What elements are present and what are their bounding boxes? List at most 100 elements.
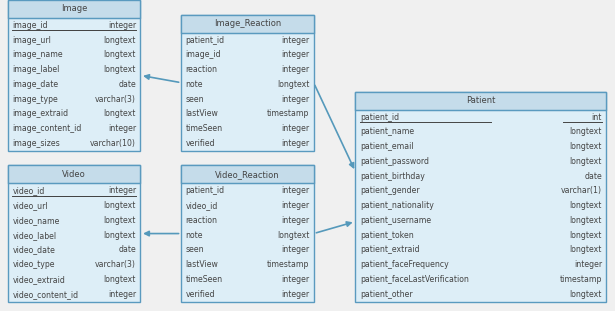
Text: image_url: image_url [12, 35, 51, 44]
Text: longtext: longtext [103, 216, 136, 225]
Text: varchar(10): varchar(10) [90, 139, 136, 148]
Text: longtext: longtext [103, 65, 136, 74]
Text: date: date [118, 80, 136, 89]
Text: integer: integer [281, 186, 309, 195]
Text: longtext: longtext [103, 35, 136, 44]
Text: patient_faceLastVerification: patient_faceLastVerification [360, 275, 469, 284]
Text: longtext: longtext [569, 157, 602, 166]
Bar [181, 15, 314, 33]
Text: timestamp: timestamp [267, 109, 309, 118]
Text: image_id: image_id [186, 50, 221, 59]
Text: patient_faceFrequency: patient_faceFrequency [360, 260, 448, 269]
Text: patient_gender: patient_gender [360, 186, 419, 195]
Text: video_name: video_name [12, 216, 60, 225]
Bar [355, 91, 606, 109]
Text: video_extraid: video_extraid [12, 275, 65, 284]
Text: video_label: video_label [12, 231, 57, 240]
Text: seen: seen [186, 95, 204, 104]
Text: patient_id: patient_id [186, 35, 225, 44]
Text: longtext: longtext [569, 290, 602, 299]
Text: image_type: image_type [12, 95, 58, 104]
Text: video_content_id: video_content_id [12, 290, 79, 299]
Text: Patient: Patient [466, 96, 496, 105]
Text: patient_username: patient_username [360, 216, 431, 225]
Text: integer: integer [281, 216, 309, 225]
Text: date: date [118, 245, 136, 254]
Text: longtext: longtext [103, 50, 136, 59]
Text: image_id: image_id [12, 21, 48, 30]
Text: image_name: image_name [12, 50, 63, 59]
Text: video_id: video_id [186, 201, 218, 210]
Bar [8, 0, 140, 151]
Text: longtext: longtext [569, 216, 602, 225]
Text: Image_Reaction: Image_Reaction [214, 19, 281, 28]
Bar [8, 0, 140, 18]
Text: integer: integer [281, 124, 309, 133]
Text: timestamp: timestamp [560, 275, 602, 284]
Text: longtext: longtext [569, 231, 602, 240]
Text: image_label: image_label [12, 65, 60, 74]
Text: reaction: reaction [186, 216, 218, 225]
Text: patient_id: patient_id [186, 186, 225, 195]
Text: verified: verified [186, 290, 215, 299]
Text: patient_password: patient_password [360, 157, 429, 166]
Text: patient_email: patient_email [360, 142, 413, 151]
Text: longtext: longtext [569, 245, 602, 254]
Text: longtext: longtext [277, 80, 309, 89]
Text: video_type: video_type [12, 260, 55, 269]
Text: integer: integer [281, 290, 309, 299]
Text: integer: integer [108, 21, 136, 30]
Text: patient_name: patient_name [360, 127, 414, 136]
Text: longtext: longtext [103, 231, 136, 240]
Text: longtext: longtext [103, 275, 136, 284]
Text: image_content_id: image_content_id [12, 124, 82, 133]
Text: longtext: longtext [277, 231, 309, 240]
Bar [8, 165, 140, 302]
Text: longtext: longtext [103, 201, 136, 210]
Text: timeSeen: timeSeen [186, 124, 223, 133]
Text: integer: integer [108, 290, 136, 299]
Text: video_id: video_id [12, 186, 45, 195]
Text: integer: integer [281, 35, 309, 44]
Text: integer: integer [281, 245, 309, 254]
Text: integer: integer [281, 65, 309, 74]
Text: integer: integer [281, 139, 309, 148]
Text: note: note [186, 80, 203, 89]
Text: int: int [592, 113, 602, 122]
Text: video_date: video_date [12, 245, 55, 254]
Text: image_sizes: image_sizes [12, 139, 60, 148]
Text: patient_birthday: patient_birthday [360, 172, 424, 181]
Text: timestamp: timestamp [267, 260, 309, 269]
Text: image_extraid: image_extraid [12, 109, 68, 118]
Text: lastView: lastView [186, 260, 218, 269]
Text: Video: Video [62, 170, 86, 179]
Text: varchar(3): varchar(3) [95, 260, 136, 269]
Text: integer: integer [281, 95, 309, 104]
Text: patient_other: patient_other [360, 290, 413, 299]
Text: image_date: image_date [12, 80, 58, 89]
Text: patient_nationality: patient_nationality [360, 201, 434, 210]
Bar [181, 165, 314, 302]
Text: patient_id: patient_id [360, 113, 399, 122]
Bar [8, 165, 140, 183]
Bar [355, 91, 606, 302]
Text: integer: integer [108, 124, 136, 133]
Text: varchar(1): varchar(1) [561, 186, 602, 195]
Text: patient_extraid: patient_extraid [360, 245, 419, 254]
Text: verified: verified [186, 139, 215, 148]
Text: longtext: longtext [569, 127, 602, 136]
Text: Video_Reaction: Video_Reaction [215, 170, 280, 179]
Text: note: note [186, 231, 203, 240]
Text: integer: integer [108, 186, 136, 195]
Text: longtext: longtext [569, 201, 602, 210]
Text: varchar(3): varchar(3) [95, 95, 136, 104]
Bar [181, 165, 314, 183]
Text: longtext: longtext [569, 142, 602, 151]
Text: integer: integer [281, 275, 309, 284]
Text: date: date [584, 172, 602, 181]
Text: video_url: video_url [12, 201, 48, 210]
Text: integer: integer [281, 50, 309, 59]
Text: patient_token: patient_token [360, 231, 413, 240]
Text: lastView: lastView [186, 109, 218, 118]
Text: longtext: longtext [103, 109, 136, 118]
